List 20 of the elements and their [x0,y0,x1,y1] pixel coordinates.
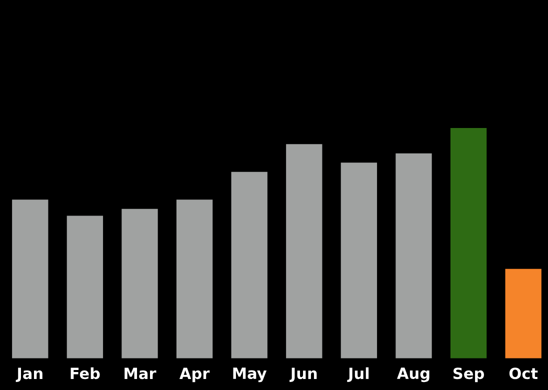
bar [12,200,48,359]
bar [396,153,432,359]
x-tick-label: Aug [396,368,430,382]
bar [286,144,322,359]
x-tick-label: Jan [16,368,42,382]
bar [340,162,378,359]
x-tick-label: Oct [509,368,538,380]
x-tick-label: Feb [70,367,100,380]
bar [505,268,542,359]
bar [66,216,104,359]
x-tick-label: Sep [453,368,484,382]
x-tick-label: Jul [347,367,369,382]
x-tick-label: Apr [179,368,210,382]
bar [231,172,268,359]
bar [176,200,213,359]
bar [122,208,158,359]
x-tick-label: May [233,368,267,382]
bar [450,128,487,359]
x-tick-label: Mar [124,368,156,380]
x-tick-label: Jun [290,368,317,382]
